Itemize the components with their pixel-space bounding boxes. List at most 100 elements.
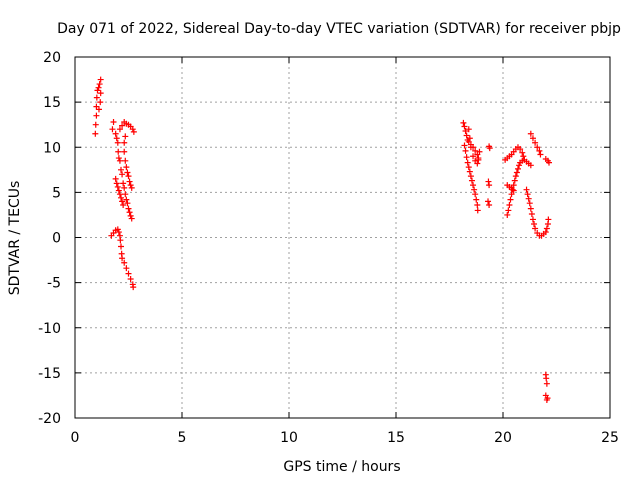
data-point [486, 145, 493, 152]
x-tick-label: 15 [387, 430, 405, 446]
data-point [485, 198, 492, 205]
data-point [119, 171, 126, 178]
x-tick-label: 5 [178, 430, 187, 446]
data-point [542, 229, 549, 236]
y-axis-label: SDTVAR / TECUs [7, 181, 23, 296]
data-series-arc-p [542, 371, 551, 403]
data-point [122, 157, 129, 164]
data-series-arc-d [112, 175, 127, 209]
grid-lines [75, 57, 610, 418]
data-point [472, 191, 479, 198]
data-point [543, 375, 550, 382]
data-point [121, 259, 128, 266]
data-point [462, 147, 469, 154]
data-point [505, 207, 512, 214]
data-point [93, 112, 100, 119]
data-point [95, 106, 102, 113]
data-point [97, 90, 104, 97]
data-points [92, 76, 553, 403]
data-point [121, 184, 128, 191]
data-point [527, 130, 534, 137]
y-tick-label: 0 [52, 231, 61, 247]
data-series-arc-g [461, 142, 481, 214]
data-point [519, 149, 526, 156]
data-point [120, 180, 127, 187]
data-point [544, 395, 551, 402]
x-tick-label: 0 [71, 430, 80, 446]
y-tick-label: -15 [38, 366, 61, 382]
data-point [115, 187, 122, 194]
data-point [121, 139, 128, 146]
x-tick-label: 10 [280, 430, 298, 446]
data-point [115, 155, 122, 162]
data-point [462, 128, 469, 135]
x-tick-label: 20 [494, 430, 512, 446]
data-point [123, 265, 130, 272]
data-point [523, 186, 530, 193]
data-point [115, 229, 122, 236]
data-point [123, 164, 130, 171]
data-point [127, 276, 134, 283]
data-point [93, 94, 100, 101]
data-point [113, 135, 120, 142]
y-tick-label: 10 [43, 140, 61, 156]
data-point [511, 177, 518, 184]
data-point [474, 202, 481, 209]
data-point [123, 196, 130, 203]
data-point [119, 198, 126, 205]
data-point [486, 202, 493, 209]
data-point [467, 144, 474, 151]
data-point [516, 162, 523, 169]
data-series-arc-m [523, 186, 552, 239]
data-series-arc-e [108, 226, 137, 291]
data-point [517, 146, 524, 153]
data-point [536, 147, 543, 154]
data-point [534, 144, 541, 151]
data-point [118, 194, 125, 201]
data-point [529, 135, 536, 142]
data-point [126, 209, 133, 216]
data-point [504, 211, 511, 218]
data-point [545, 216, 552, 223]
data-point [126, 178, 133, 185]
data-point [474, 160, 481, 167]
data-point [537, 151, 544, 158]
x-axis-label: GPS time / hours [283, 459, 400, 475]
data-point [470, 153, 477, 160]
data-point [125, 270, 132, 277]
data-point [461, 142, 468, 149]
data-point [525, 195, 532, 202]
data-point [532, 139, 539, 146]
data-point [507, 196, 514, 203]
data-point [470, 182, 477, 189]
data-point [512, 173, 519, 180]
data-point [130, 128, 137, 135]
y-tick-label: 5 [52, 185, 61, 201]
y-tick-label: 15 [43, 95, 61, 111]
data-series-arc-i [485, 143, 493, 209]
data-point [128, 184, 135, 191]
data-point [94, 87, 101, 94]
data-point [463, 154, 470, 161]
data-series-arc-n [527, 130, 544, 158]
y-tick-label: -10 [38, 321, 61, 337]
data-point [129, 126, 136, 133]
data-point [526, 200, 533, 207]
data-point [531, 220, 538, 227]
data-point [485, 178, 492, 185]
data-point [124, 169, 131, 176]
data-point [114, 183, 121, 190]
data-point [506, 202, 513, 209]
data-point [473, 196, 480, 203]
chart-title: Day 071 of 2022, Sidereal Day-to-day VTE… [57, 21, 621, 37]
data-point [520, 153, 527, 160]
data-point [130, 284, 137, 291]
data-point [468, 177, 475, 184]
data-point [95, 84, 102, 91]
data-point [472, 147, 479, 154]
data-point [486, 182, 493, 189]
data-point [119, 122, 126, 129]
data-point [466, 135, 473, 142]
data-series-arc-b [109, 118, 135, 222]
data-point [122, 133, 129, 140]
